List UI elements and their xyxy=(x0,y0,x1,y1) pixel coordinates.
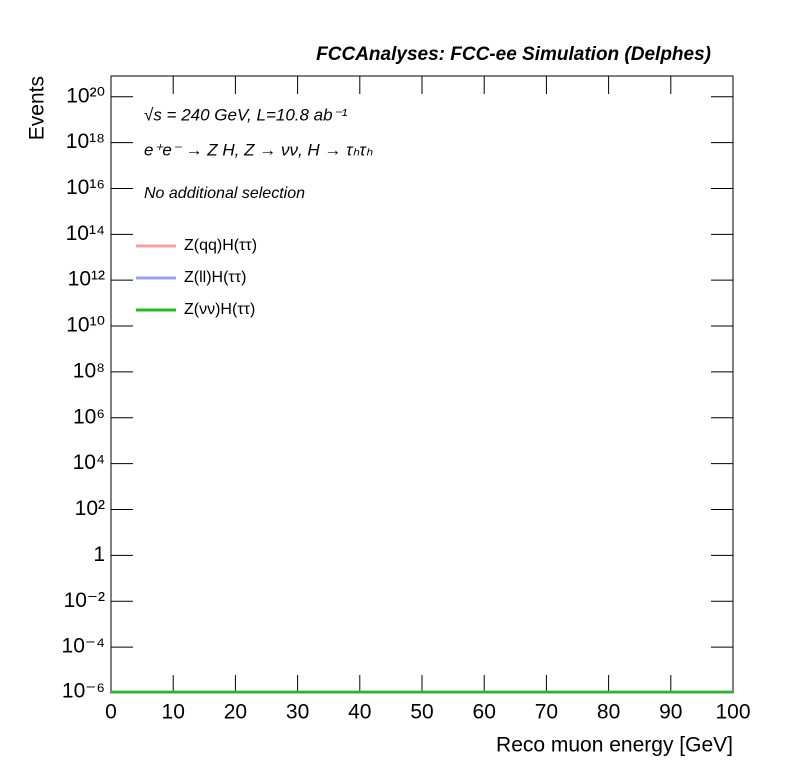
y-tick-label: 10² xyxy=(75,497,105,520)
x-tick-label: 20 xyxy=(224,701,247,724)
legend-label: Z(qq)H(ττ) xyxy=(184,237,257,254)
x-tick-label: 90 xyxy=(659,701,682,724)
x-tick-label: 60 xyxy=(473,701,496,724)
y-tick-label: 10⁻⁴ xyxy=(62,635,105,658)
y-tick-label: 10¹⁸ xyxy=(66,130,105,153)
y-tick-label: 1 xyxy=(93,543,105,566)
x-tick-label: 50 xyxy=(410,701,433,724)
x-tick-label: 80 xyxy=(597,701,620,724)
y-tick-label: 10¹⁰ xyxy=(66,314,105,337)
x-axis-label: Reco muon energy [GeV] xyxy=(496,734,733,757)
y-tick-label: 10⁻⁶ xyxy=(62,680,105,703)
y-tick-label: 10⁴ xyxy=(73,451,105,474)
x-tick-label: 10 xyxy=(162,701,185,724)
x-tick-label: 40 xyxy=(348,701,371,724)
annotation: √s = 240 GeV, L=10.8 ab⁻¹ xyxy=(144,105,348,124)
y-tick-label: 10⁶ xyxy=(73,405,105,428)
y-tick-label: 10¹⁴ xyxy=(66,222,105,245)
x-tick-label: 0 xyxy=(105,701,117,724)
x-tick-label: 70 xyxy=(535,701,558,724)
y-tick-label: 10⁻² xyxy=(64,589,105,612)
y-tick-label: 10²⁰ xyxy=(66,84,105,107)
annotation: No additional selection xyxy=(144,185,305,202)
y-tick-label: 10¹⁶ xyxy=(66,176,105,199)
x-tick-label: 30 xyxy=(286,701,309,724)
x-tick-label: 100 xyxy=(715,701,750,724)
legend-label: Z(ll)H(ττ) xyxy=(184,269,246,286)
chart-title: FCCAnalyses: FCC-ee Simulation (Delphes) xyxy=(316,44,711,65)
y-tick-label: 10⁸ xyxy=(73,359,105,382)
y-tick-label: 10¹² xyxy=(68,268,105,291)
legend-label: Z(νν)H(ττ) xyxy=(184,301,255,318)
y-axis-label: Events xyxy=(26,76,49,140)
annotation: e⁺e⁻ → Z H, Z → νν, H → τₕτₕ xyxy=(144,140,373,159)
